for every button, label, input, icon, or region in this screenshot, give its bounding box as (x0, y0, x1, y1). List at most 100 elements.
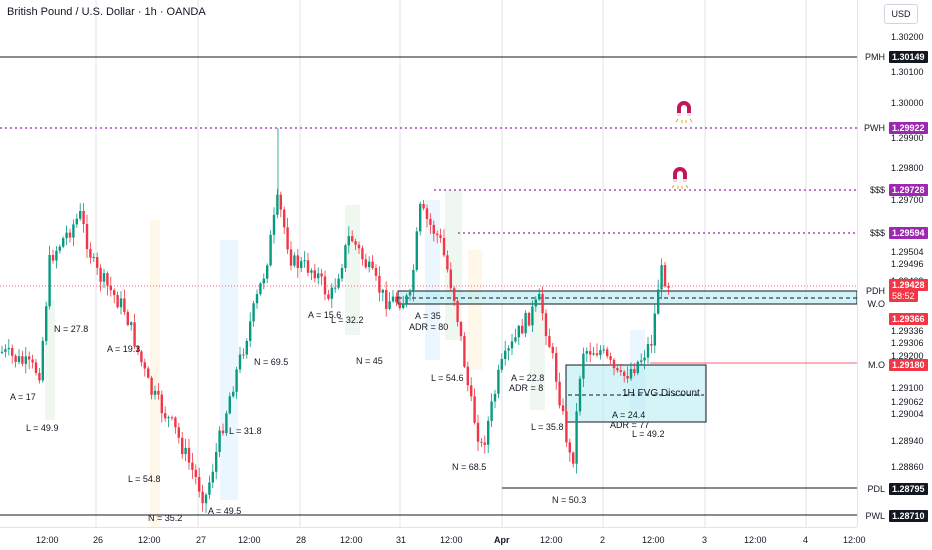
sss1-price-badge[interactable]: 1.29728 (889, 184, 928, 196)
candle-body (408, 292, 412, 296)
candle-body (456, 300, 459, 322)
candle-body (41, 340, 44, 381)
pwh-price-badge[interactable]: 1.29922 (889, 122, 928, 134)
candle-body (174, 417, 177, 428)
time-axis[interactable]: 12:00 26 12:00 27 12:00 28 12:00 31 12:0… (0, 527, 866, 550)
candle-body (259, 283, 262, 295)
wo-price-badge[interactable]: 1.29366 (889, 313, 928, 325)
candle-body (565, 411, 568, 443)
price-tick: 1.30200 (891, 32, 924, 42)
candle-body (109, 285, 112, 291)
candle-body (585, 351, 588, 354)
candle-body (544, 313, 548, 337)
candle-body (606, 349, 609, 357)
candle-body (147, 368, 150, 378)
candle-body (225, 413, 228, 434)
candle-body (181, 437, 184, 455)
annotation-label: A = 24.4 (612, 410, 646, 420)
candle-body (249, 321, 252, 341)
price-tick: 1.29336 (891, 326, 924, 336)
candle-body (636, 361, 639, 373)
candle-body (55, 250, 58, 261)
candle-body (412, 269, 415, 293)
candle-body (368, 261, 371, 268)
candle-body (480, 441, 483, 443)
time-tick: 4 (803, 535, 809, 545)
annotation-label: L = 49.9 (26, 423, 59, 433)
candle-body (442, 237, 446, 256)
candle-body (72, 224, 75, 238)
candle-body (568, 442, 571, 453)
candle-body (136, 346, 140, 352)
candle-body (578, 378, 582, 412)
candle-body (276, 194, 279, 215)
candle-body (504, 350, 507, 360)
candle-body (85, 224, 89, 250)
sss1-label: $$$ (869, 185, 885, 195)
candle-body (242, 354, 245, 356)
candle-body (221, 430, 225, 434)
fvg-box[interactable] (565, 364, 707, 423)
annotation-label: A = 49.5 (208, 506, 242, 516)
candle-body (143, 362, 146, 369)
candle-body (187, 447, 191, 463)
candle-body (371, 261, 374, 269)
candle-body (160, 394, 163, 414)
candle-body (361, 248, 364, 260)
annotation-label: A = 15.6 (308, 310, 342, 320)
candle-body (177, 427, 180, 438)
candle-body (650, 344, 653, 346)
candle-body (150, 377, 153, 395)
candle-body (31, 359, 34, 363)
time-tick: 26 (93, 535, 104, 545)
price-tick: 1.29100 (891, 383, 924, 393)
candle-body (381, 289, 384, 293)
price-axis[interactable]: 1.30200 1.30100 1.30000 1.29900 1.29800 … (857, 0, 932, 527)
candle-body (432, 224, 435, 234)
candle-body (48, 254, 51, 307)
symbol-title[interactable]: British Pound / U.S. Dollar · 1h · OANDA (7, 6, 206, 18)
candle-body (45, 306, 48, 341)
candle-body (245, 340, 248, 355)
candle-body (582, 353, 585, 379)
magnet-icon (675, 101, 693, 123)
time-tick: 12:00 (138, 535, 161, 545)
sss2-price-badge[interactable]: 1.29594 (889, 227, 928, 239)
candle-body (422, 203, 425, 209)
time-tick: 28 (296, 535, 307, 545)
candle-body (204, 494, 208, 504)
candle-body (510, 341, 514, 349)
candle-body (653, 313, 656, 346)
price-tick: 1.28940 (891, 436, 924, 446)
candle-body (663, 265, 667, 287)
annotation-label: ADR = 77 (610, 420, 650, 430)
pwl-price-badge[interactable]: 1.28710 (889, 510, 928, 522)
candle-body (354, 241, 357, 245)
candle-body (419, 203, 422, 232)
candle-body (527, 312, 531, 326)
candle-body (609, 356, 612, 360)
pdh-price-badge[interactable]: 1.29428 (889, 279, 928, 291)
pdl-price-badge[interactable]: 1.28795 (889, 483, 928, 495)
pmh-price-badge[interactable]: 1.30149 (889, 51, 928, 63)
time-tick: 31 (396, 535, 407, 545)
candle-body (238, 354, 242, 370)
candle-body (425, 208, 429, 219)
time-tick: 12:00 (238, 535, 261, 545)
price-tick: 1.28860 (891, 462, 924, 472)
candle-body (572, 452, 575, 464)
candle-body (106, 273, 109, 286)
candle-body (306, 260, 310, 273)
candle-body (153, 390, 157, 395)
candle-body (541, 293, 544, 314)
candle-body (476, 422, 480, 442)
candle-body (388, 301, 391, 309)
mo-price-badge[interactable]: 1.29180 (889, 359, 928, 371)
candle-body (395, 296, 398, 303)
candle-body (385, 289, 388, 309)
candle-body (626, 375, 629, 379)
candle-body (538, 293, 541, 300)
price-chart[interactable] (0, 0, 857, 527)
price-tick: 1.29306 (891, 338, 924, 348)
currency-button[interactable]: USD (884, 4, 918, 24)
